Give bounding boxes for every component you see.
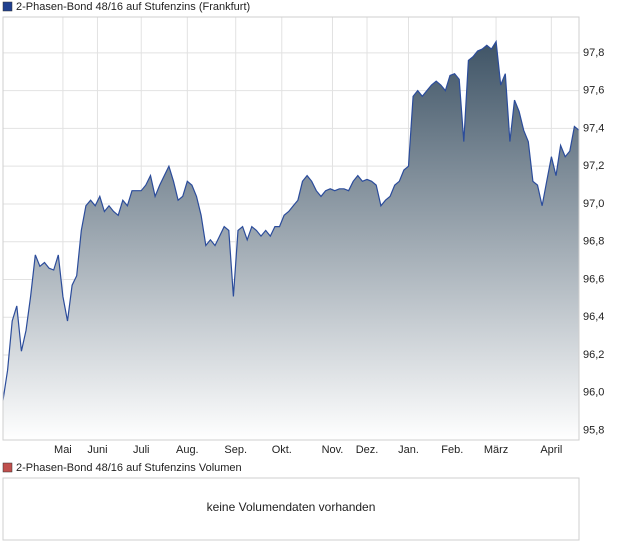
y-tick-label: 97,8 (583, 47, 604, 59)
y-tick-label: 96,6 (583, 273, 604, 285)
volume-panel (2, 477, 580, 541)
x-tick-label: März (484, 444, 508, 456)
chart-title: 2-Phasen-Bond 48/16 auf Stufenzins (Fran… (16, 1, 250, 13)
y-tick-label: 96,0 (583, 387, 604, 399)
x-tick-label: Aug. (176, 444, 199, 456)
x-tick-label: Juni (87, 444, 107, 456)
y-tick-label: 97,6 (583, 85, 604, 97)
price-line (2, 39, 580, 401)
x-tick-label: Feb. (441, 444, 463, 456)
y-tick-label: 96,8 (583, 236, 604, 248)
y-tick-label: 96,2 (583, 349, 604, 361)
x-tick-label: Jan. (398, 444, 419, 456)
x-tick-label: Okt. (272, 444, 292, 456)
y-tick-label: 95,8 (583, 424, 604, 436)
y-tick-label: 97,0 (583, 198, 604, 210)
area-fill (3, 41, 579, 440)
x-tick-label: Nov. (322, 444, 344, 456)
x-tick-label: Juli (133, 444, 150, 456)
x-tick-label: Dez. (356, 444, 379, 456)
y-tick-label: 96,4 (583, 311, 604, 323)
x-tick-label: Sep. (224, 444, 247, 456)
x-tick-label: Mai (54, 444, 72, 456)
plot-border (2, 16, 580, 441)
y-tick-label: 97,2 (583, 160, 604, 172)
volume-note: keine Volumendaten vorhanden (207, 500, 376, 514)
y-tick-label: 97,4 (583, 122, 604, 134)
x-tick-label: April (540, 444, 562, 456)
legend-swatch (2, 1, 13, 12)
legend-swatch (2, 462, 13, 473)
volume-title: 2-Phasen-Bond 48/16 auf Stufenzins Volum… (16, 462, 242, 474)
